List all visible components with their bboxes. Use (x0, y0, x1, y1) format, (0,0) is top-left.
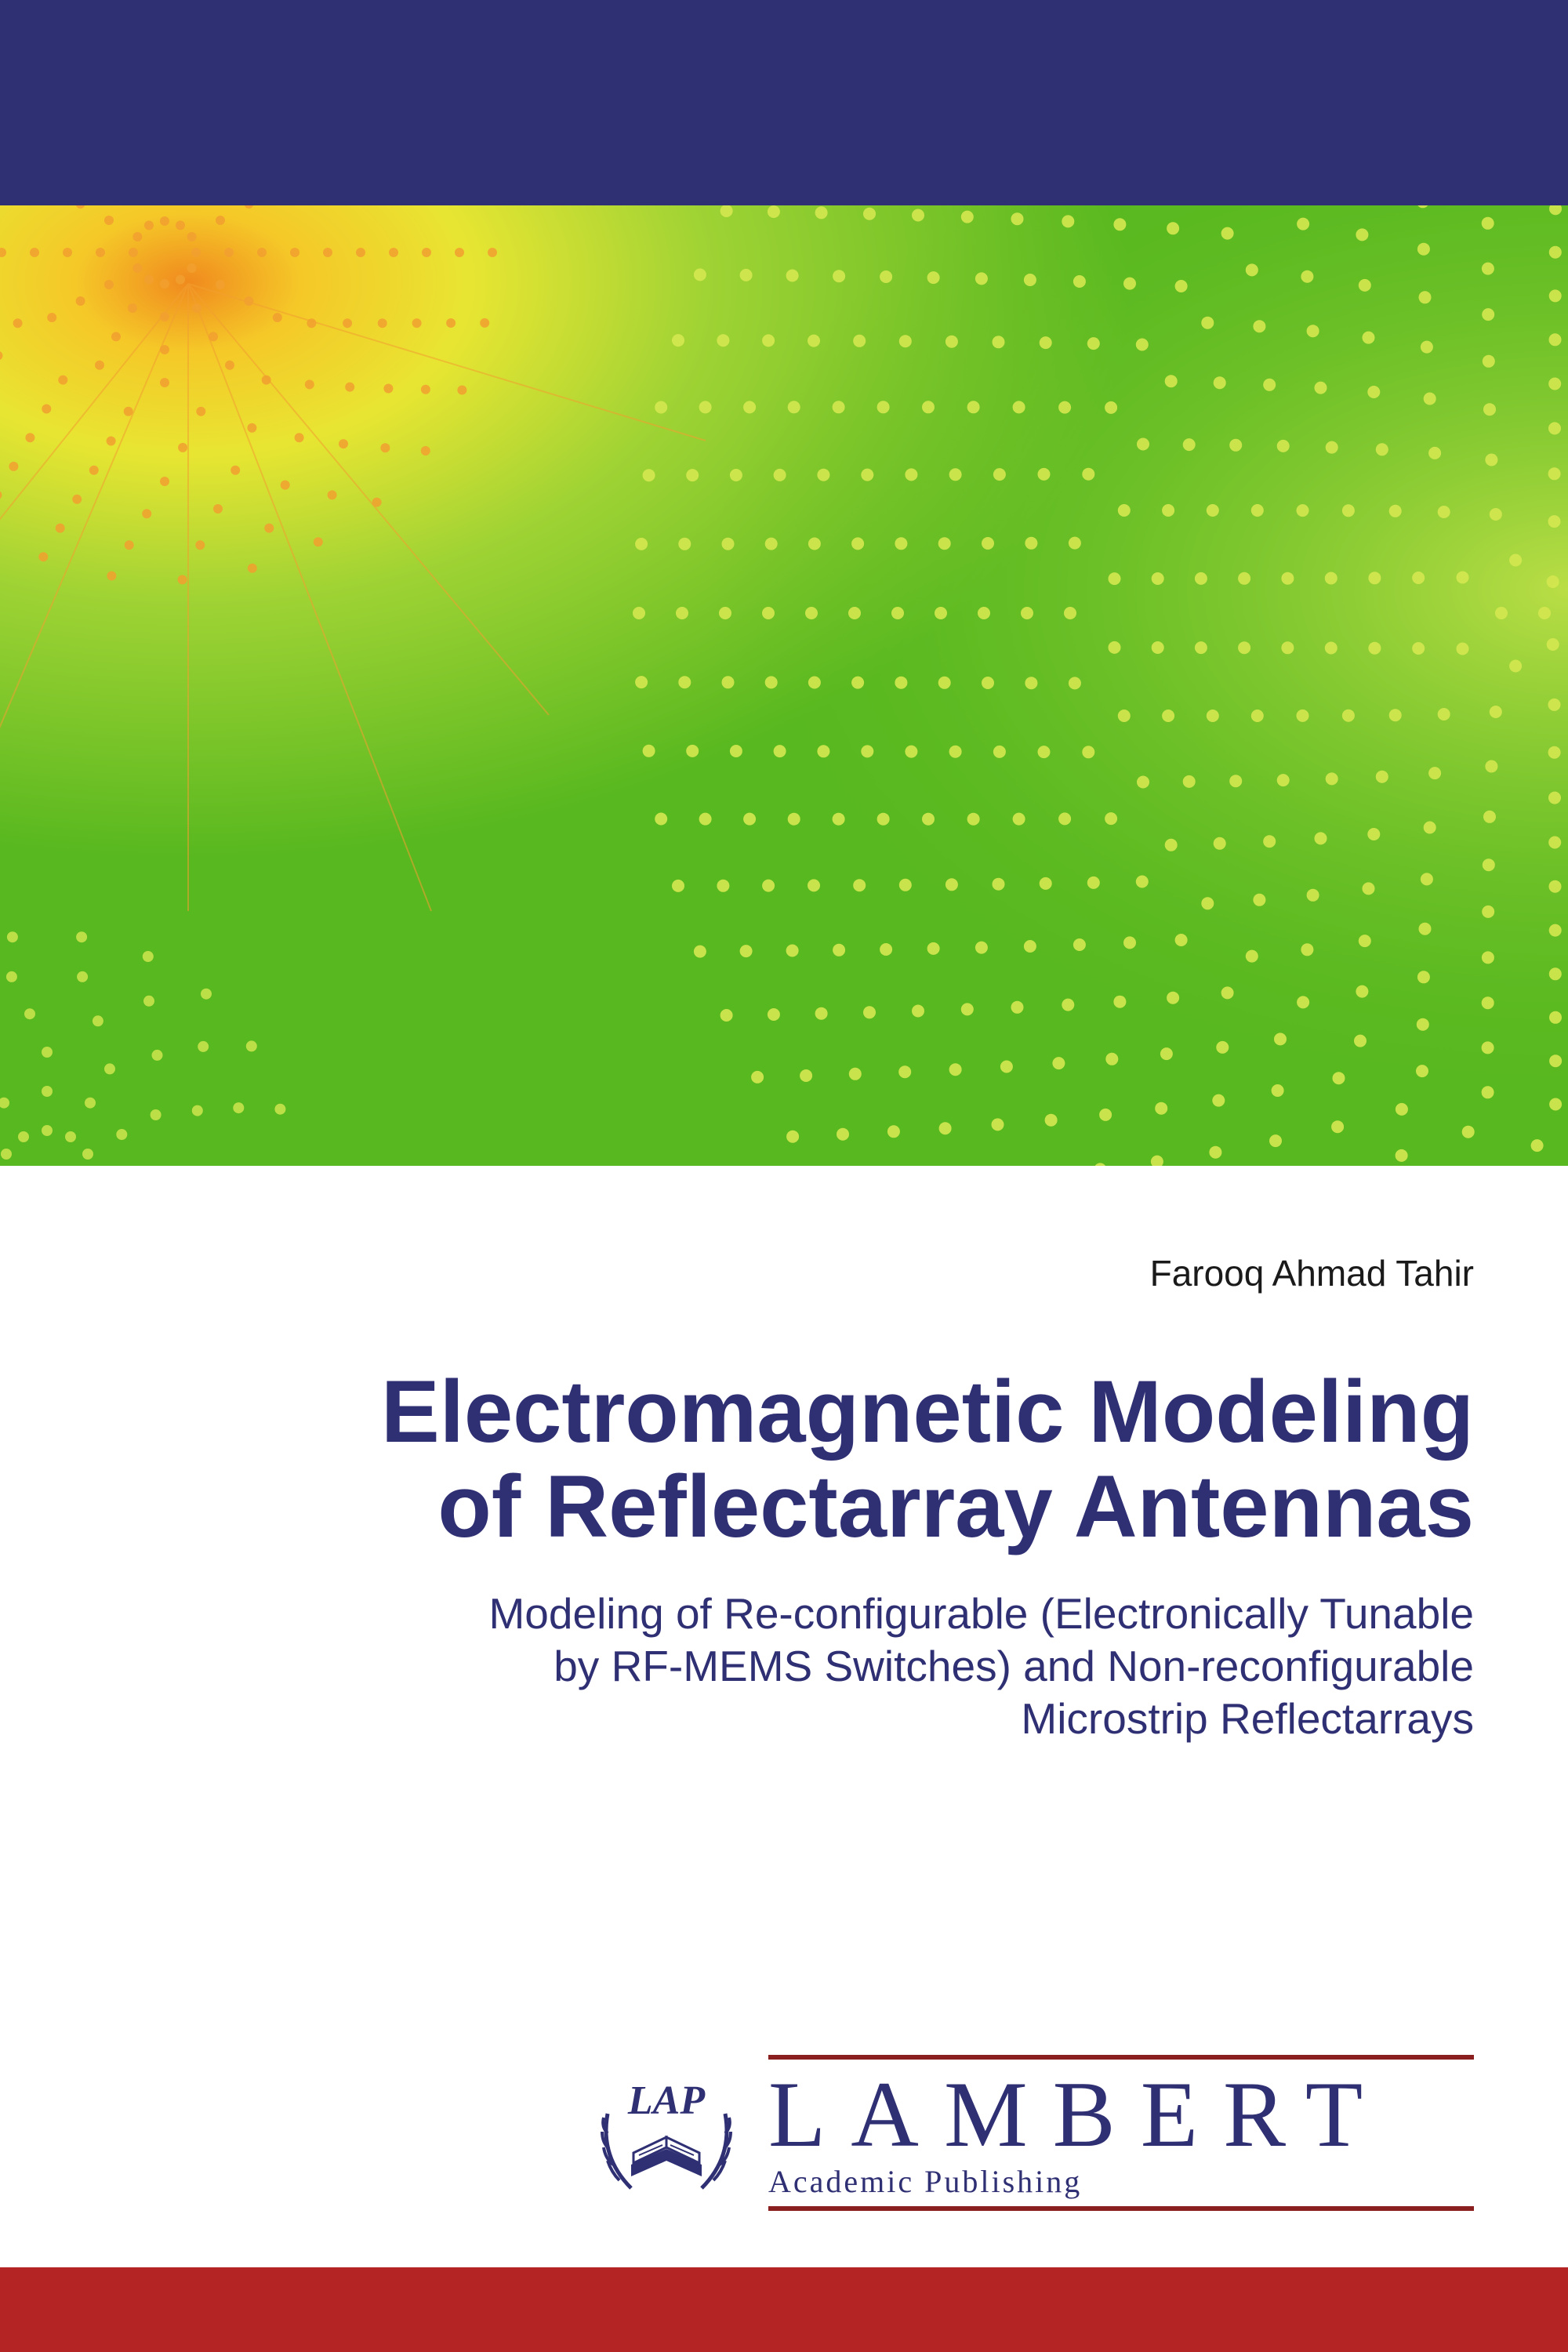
publisher-sub: Academic Publishing (768, 2163, 1474, 2200)
logo-text: LAP (627, 2078, 706, 2123)
title-line: Electromagnetic Modeling (381, 1363, 1474, 1461)
title-line: of Reflectarray Antennas (437, 1457, 1474, 1555)
publisher-logo-icon: LAP (588, 2071, 745, 2204)
publisher-text: LAMBERT Academic Publishing (768, 2055, 1474, 2219)
publisher-name: LAMBERT (768, 2067, 1474, 2161)
cover-graphic (0, 205, 1568, 1166)
bottom-band (0, 2267, 1568, 2352)
publisher-rule (768, 2055, 1474, 2060)
publisher-rule (768, 2206, 1474, 2211)
top-band (0, 0, 1568, 205)
book-subtitle: Modeling of Re-configurable (Electronica… (94, 1588, 1474, 1745)
publisher-block: LAP LAMBERT Academic Publishing (588, 2055, 1474, 2219)
subtitle-line: Modeling of Re-configurable (Electronica… (488, 1589, 1474, 1638)
subtitle-line: Microstrip Reflectarrays (1021, 1694, 1474, 1743)
content-block: Farooq Ahmad Tahir Electromagnetic Model… (0, 1197, 1568, 1745)
subtitle-line: by RF-MEMS Switches) and Non-reconfigura… (554, 1642, 1474, 1690)
author-name: Farooq Ahmad Tahir (94, 1252, 1474, 1294)
separator (0, 1166, 1568, 1197)
book-title: Electromagnetic Modeling of Reflectarray… (94, 1365, 1474, 1555)
